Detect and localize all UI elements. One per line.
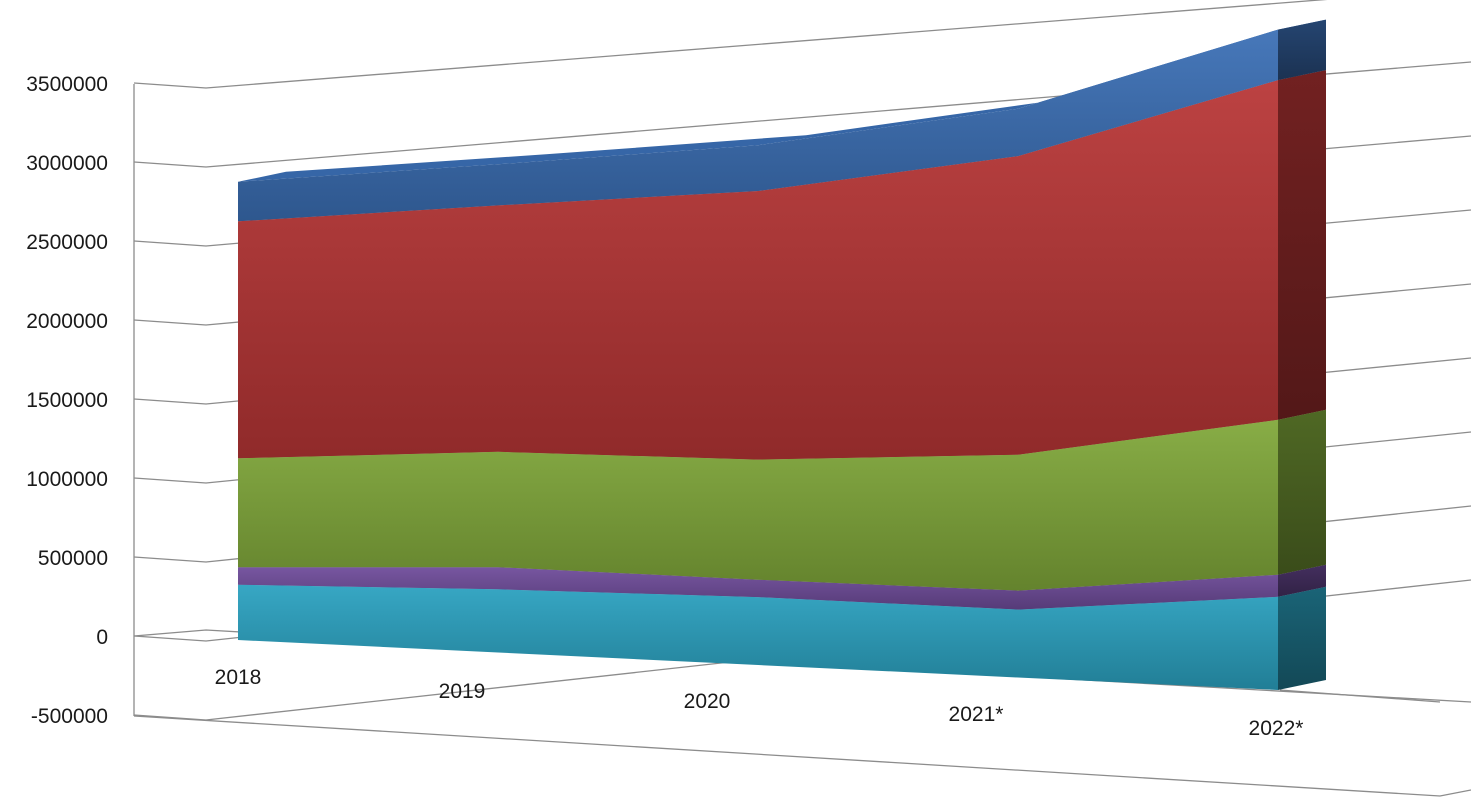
y-tick-label: -500000 xyxy=(31,705,108,728)
series-area-front xyxy=(238,80,1278,460)
series-area-front xyxy=(238,584,1278,690)
series-area-front xyxy=(238,29,1278,222)
gridline xyxy=(133,61,1471,168)
y-tick-label: 500000 xyxy=(38,547,108,570)
floor-front-edge xyxy=(133,715,1471,797)
series-area-front xyxy=(238,567,1278,610)
y-tick-label: 0 xyxy=(96,626,108,649)
series-area-side xyxy=(1278,70,1326,420)
y-tick-label: 1000000 xyxy=(26,468,108,491)
floor-right-edge xyxy=(1279,689,1441,703)
y-tick-label: 3000000 xyxy=(26,152,108,175)
x-tick-label: 2021* xyxy=(949,703,1004,726)
y-tick-label: 2000000 xyxy=(26,310,108,333)
series-area xyxy=(238,19,1326,222)
x-tick-label: 2020 xyxy=(684,690,731,713)
gridline xyxy=(133,0,1328,89)
y-tick-label: 2500000 xyxy=(26,231,108,254)
series-area-side xyxy=(1278,409,1326,575)
x-axis-tick-labels: 2018 2019 2020 2021* 2022* xyxy=(215,666,1304,740)
y-tick-label: 1500000 xyxy=(26,389,108,412)
series-area-front xyxy=(238,419,1278,591)
y-axis-tick-labels: -500000 0 500000 1000000 1500000 2000000 25000… xyxy=(26,73,108,728)
series-areas xyxy=(238,19,1326,690)
x-tick-label: 2018 xyxy=(215,666,262,689)
series-area xyxy=(238,70,1326,460)
x-tick-label: 2022* xyxy=(1249,717,1304,740)
x-tick-label: 2019 xyxy=(439,680,486,703)
y-tick-label: 3500000 xyxy=(26,73,108,96)
series-area-side xyxy=(1278,564,1326,597)
series-area-side xyxy=(1278,586,1326,690)
series-area-side xyxy=(1278,19,1326,81)
